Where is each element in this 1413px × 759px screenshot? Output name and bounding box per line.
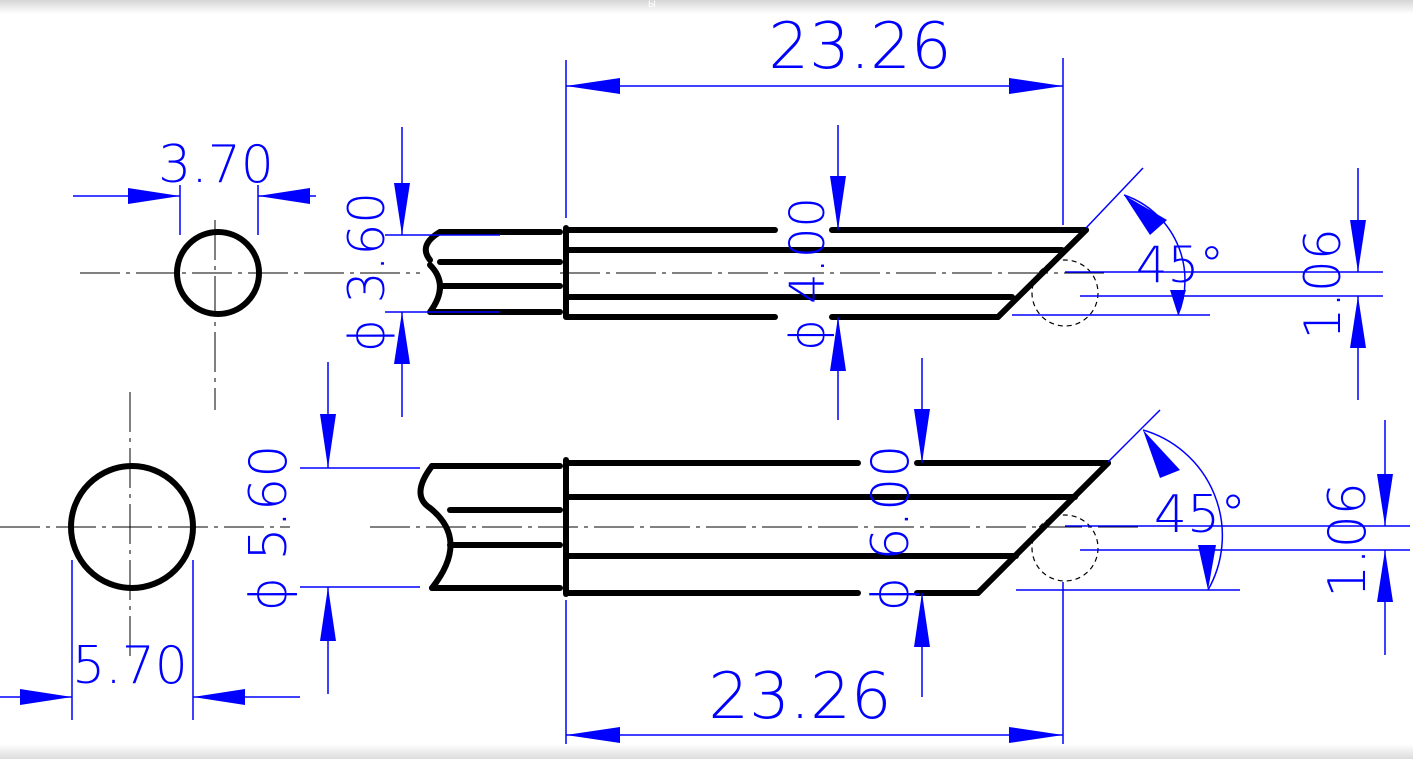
bottom-chamfer-offset-label: 1.06 [1318,482,1378,598]
bottom-left-bore-curve [427,505,454,591]
arrow-icon [566,727,620,743]
window-title-bar: Ы [0,0,1413,14]
arrow-icon [1198,545,1216,590]
arrow-icon [1350,220,1366,272]
arrow-icon [394,312,410,364]
arrow-icon [914,409,930,463]
arrow-icon [20,689,72,705]
arrow-icon [1009,78,1063,94]
bottom-chamfer-edge [975,460,1111,596]
bottom-chamfer-angle-label: 45° [1154,485,1246,545]
bottom-left-end-curve [417,463,435,511]
arrow-icon [320,587,336,641]
bottom-angle-arc [1142,429,1224,591]
arrow-icon [1009,727,1063,743]
top-hidden-circle [1031,259,1099,327]
bottom-bore-diameter-label: ϕ 5.60 [239,445,299,612]
arrow-icon [1350,296,1366,348]
arrow-icon [193,689,245,705]
top-bore-diameter-label: ϕ 3.60 [338,192,396,352]
arrow-icon [566,78,620,94]
arrow-icon [258,188,310,204]
top-outer-diameter-label: ϕ 4.00 [780,197,836,351]
status-bar [0,744,1413,759]
arrow-icon [1143,430,1180,478]
arrow-icon [1124,195,1167,235]
arrow-icon [394,183,410,235]
bottom-length-label: 23.26 [708,660,891,734]
small-circle-width-label: 3.70 [158,135,274,195]
large-circle-width-label: 5.70 [72,636,188,696]
top-chamfer-edge [995,227,1089,320]
top-part [80,220,1110,410]
arrow-icon [914,593,930,647]
dimension-layer: 23.26 3.70 ϕ 3.60 ϕ 4.00 [0,10,1410,745]
bottom-hidden-circle [1031,514,1099,582]
arrow-icon [1377,474,1393,526]
arrow-icon [1377,550,1393,602]
bottom-part [0,392,1140,660]
arrow-icon [830,176,846,230]
top-left-end-curve [422,229,443,263]
window-title: Ы [648,0,656,10]
arrow-icon [128,188,180,204]
top-chamfer-offset-label: 1.06 [1294,228,1352,339]
top-length-label: 23.26 [768,10,951,84]
bottom-outer-diameter-label: ϕ 6.00 [861,445,921,612]
arrow-icon [830,317,846,371]
arrow-icon [320,414,336,468]
top-chamfer-angle-label: 45° [1136,236,1225,294]
